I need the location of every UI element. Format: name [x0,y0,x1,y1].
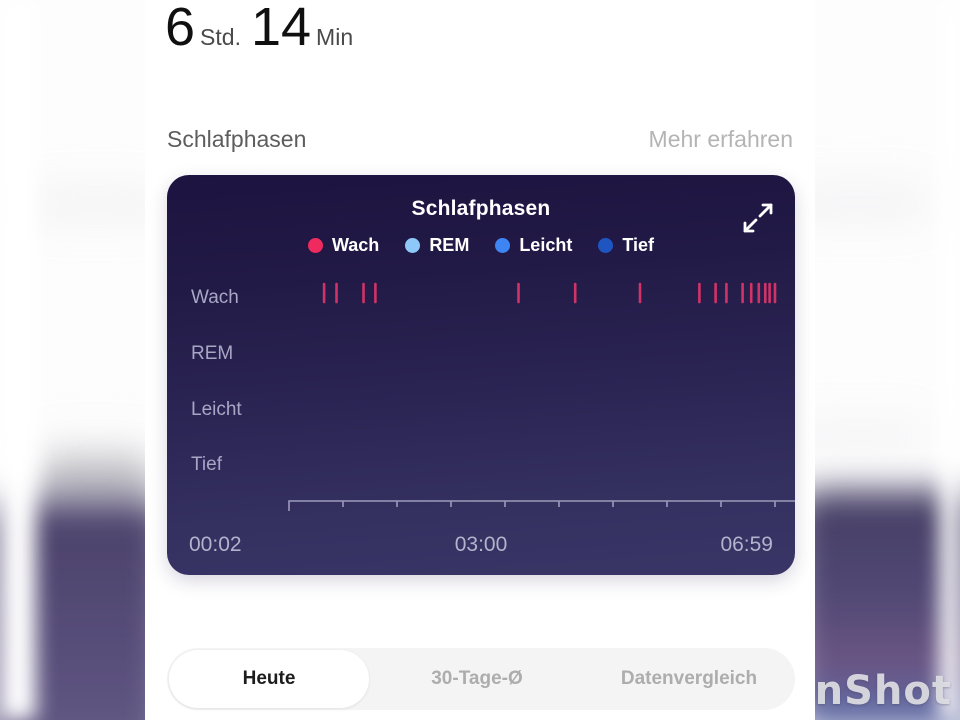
legend-dot-icon [307,238,323,253]
section-header: Schlafphasen Mehr erfahren [145,126,815,153]
duration-hours-value: 6 [165,0,196,57]
sleep-stages-card: Schlafphasen Wach REM Leicht Tief Wach REM … [167,175,795,575]
legend-item-leicht: Leicht [495,235,572,256]
backdrop-blob [36,455,156,507]
legend-item-wach: Wach [307,235,380,256]
x-axis-line [288,500,795,511]
duration-hours-unit: Std. [200,24,241,50]
hypnogram-plot: Wach REM Leicht Tief 00:02 03:00 06:59 [167,271,795,571]
hypnogram-svg [279,282,795,477]
legend-label: REM [429,235,470,255]
inshot-watermark: InShot [798,668,952,714]
y-axis-labels: Wach REM Leicht Tief [191,271,301,501]
chart-title: Schlafphasen [411,197,551,220]
chart-legend: Wach REM Leicht Tief [167,235,795,256]
legend-item-tief: Tief [598,235,654,256]
legend-dot-icon [598,238,614,253]
legend-dot-icon [495,238,511,253]
y-axis-label-tief: Tief [191,454,222,475]
x-axis-ruler [288,500,795,511]
y-axis-label-wach: Wach [191,287,239,308]
legend-dot-icon [405,238,421,253]
x-tick-start: 00:02 [189,533,242,556]
app-panel: 6 Std. 14 Min Schlafphasen Mehr erfahren… [145,0,815,720]
tab-datenvergleich[interactable]: Datenvergleich [620,668,758,689]
x-tick-end: 06:59 [720,533,773,556]
legend-item-rem: REM [405,235,469,256]
backdrop-blob [794,490,960,720]
legend-label: Leicht [519,235,573,255]
duration-minutes-value: 14 [250,0,312,57]
y-axis-label-rem: REM [191,343,234,364]
expand-diagonal-icon[interactable] [741,201,775,235]
duration-minutes-unit: Min [316,24,354,50]
y-axis-label-leicht: Leicht [191,399,242,420]
section-title: Schlafphasen [167,126,307,152]
x-tick-mid: 03:00 [454,533,508,556]
backdrop-edge-fade [940,0,960,720]
backdrop-edge-fade [0,0,36,720]
tab-heute[interactable]: Heute [169,650,369,708]
legend-label: Wach [331,235,380,255]
sleep-duration: 6 Std. 14 Min [145,0,815,78]
tab-30-tage[interactable]: 30-Tage-Ø [431,668,523,689]
learn-more-link[interactable]: Mehr erfahren [648,126,793,152]
x-axis-tick-labels: 00:02 03:00 06:59 [167,533,795,557]
legend-label: Tief [622,235,655,255]
view-mode-tabs: Heute 30-Tage-Ø Datenvergleich [167,648,795,710]
